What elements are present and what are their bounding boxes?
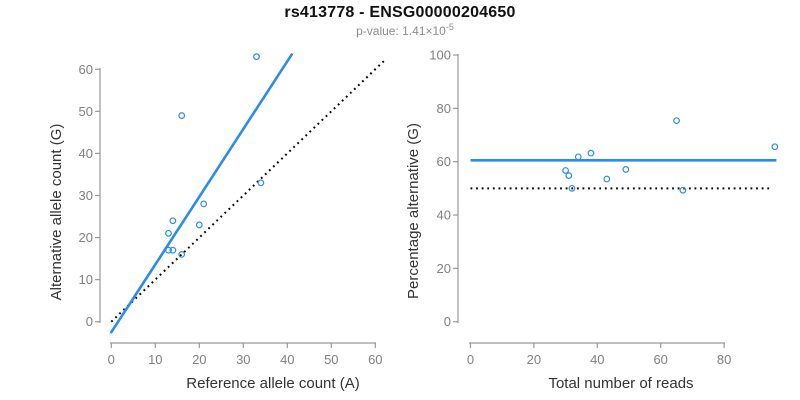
data-point: [200, 200, 208, 208]
x-tick-label: 80: [717, 352, 731, 367]
data-point: [603, 175, 611, 183]
data-point: [622, 166, 630, 173]
y-tick-label: 40: [79, 146, 93, 161]
data-point: [195, 221, 203, 229]
data-point: [165, 229, 172, 237]
percentage-vs-reads-scatter: 0 20 40 60 80 100 0 20 40 60 80 Total number of rea…: [405, 48, 779, 392]
data-point: [673, 117, 680, 125]
x-tick-label: 20: [527, 352, 541, 367]
page-title: rs413778 - ENSG00000204650: [284, 4, 516, 21]
x-tick-label: 0: [108, 352, 115, 367]
x-tick-label: 50: [324, 352, 338, 367]
y-axis-title: Alternative allele count (G): [48, 124, 65, 301]
data-point: [568, 184, 576, 192]
data-point: [178, 112, 186, 119]
data-point: [562, 167, 569, 174]
data-point: [587, 149, 595, 157]
y-tick-label: 20: [437, 261, 451, 276]
data-point: [679, 186, 687, 194]
y-tick-label: 0: [86, 314, 93, 329]
x-tick-label: 0: [467, 352, 474, 367]
p-value-text: p-value: 1.41×10: [356, 24, 446, 38]
y-tick-label: 20: [79, 230, 93, 245]
y-tick-label: 60: [437, 154, 451, 169]
y-tick-label: 30: [79, 188, 93, 203]
x-axis-title: Reference allele count (A): [186, 375, 359, 392]
allele-counts-scatter: 0 10 20 30 40 50 60 0 10 20 30 40 50 60 Reference alle…: [48, 53, 385, 392]
y-tick-label: 10: [79, 272, 93, 287]
data-point: [165, 246, 172, 254]
data-point: [257, 179, 265, 187]
data-point: [178, 250, 186, 258]
data-point: [574, 153, 582, 161]
data-point: [565, 172, 573, 179]
x-tick-label: 40: [590, 352, 604, 367]
data-point: [169, 217, 177, 225]
x-tick-label: 20: [192, 352, 206, 367]
y-tick-label: 0: [444, 314, 451, 329]
y-tick-label: 80: [437, 101, 451, 116]
x-tick-label: 60: [368, 352, 382, 367]
data-point: [253, 53, 260, 61]
data-point: [169, 246, 177, 254]
identity-line: [110, 60, 385, 323]
y-tick-label: 40: [437, 208, 451, 223]
y-tick-label: 100: [429, 48, 451, 63]
x-tick-label: 10: [148, 352, 162, 367]
x-tick-label: 30: [236, 352, 250, 367]
x-tick-label: 40: [280, 352, 294, 367]
y-axis-title: Percentage alternative (G): [405, 123, 422, 299]
x-axis-title: Total number of reads: [548, 375, 693, 392]
data-point: [771, 143, 779, 151]
p-value-exponent: -5: [445, 22, 454, 32]
y-tick-label: 50: [79, 104, 93, 119]
y-tick-label: 60: [79, 62, 93, 77]
p-value-subtitle: p-value: 1.41×10-5: [0, 22, 800, 38]
x-tick-label: 60: [653, 352, 667, 367]
regression-line: [110, 53, 294, 334]
